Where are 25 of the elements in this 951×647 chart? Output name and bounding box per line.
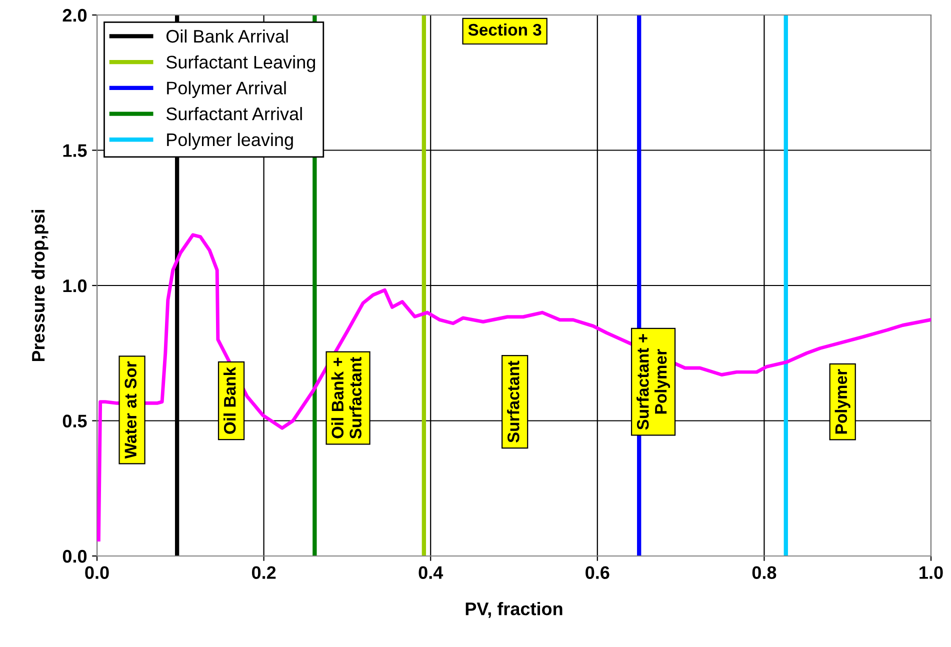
- legend-label: Surfactant Arrival: [166, 107, 302, 120]
- legend-label: Polymer leaving: [167, 132, 293, 150]
- y-tick-label: 1.5: [63, 144, 87, 157]
- y-tick-label: 1.0: [63, 279, 87, 292]
- annotation: Oil Bank: [224, 366, 236, 434]
- x-axis-title: PV, fraction: [466, 602, 562, 618]
- annotation: Surfactant: [507, 360, 520, 443]
- y-axis-title: Pressure drop,psi: [31, 210, 48, 362]
- annotation: Polymer: [834, 369, 850, 434]
- annotation: Surfactant + Polymer: [636, 334, 670, 430]
- x-tick-label: 0.0: [85, 566, 109, 579]
- y-tick-label: 2.0: [62, 8, 87, 22]
- annotation: Oil Bank + Surfactant: [331, 357, 362, 439]
- annotation: Water at Sor: [124, 361, 136, 459]
- legend-label: Polymer Arrival: [167, 81, 286, 98]
- x-tick-label: 0.2: [252, 566, 276, 579]
- legend-label: Surfactant Leaving: [166, 55, 316, 72]
- y-tick-label: 0.5: [62, 414, 87, 428]
- y-tick-label: 0.0: [62, 550, 87, 563]
- x-tick-label: 1.0: [920, 566, 943, 579]
- x-tick-label: 0.6: [586, 566, 610, 579]
- annotation: Section 3: [468, 23, 542, 36]
- x-tick-label: 0.4: [418, 566, 444, 579]
- legend-label: Oil Bank Arrival: [166, 29, 288, 43]
- x-tick-label: 0.8: [752, 566, 776, 579]
